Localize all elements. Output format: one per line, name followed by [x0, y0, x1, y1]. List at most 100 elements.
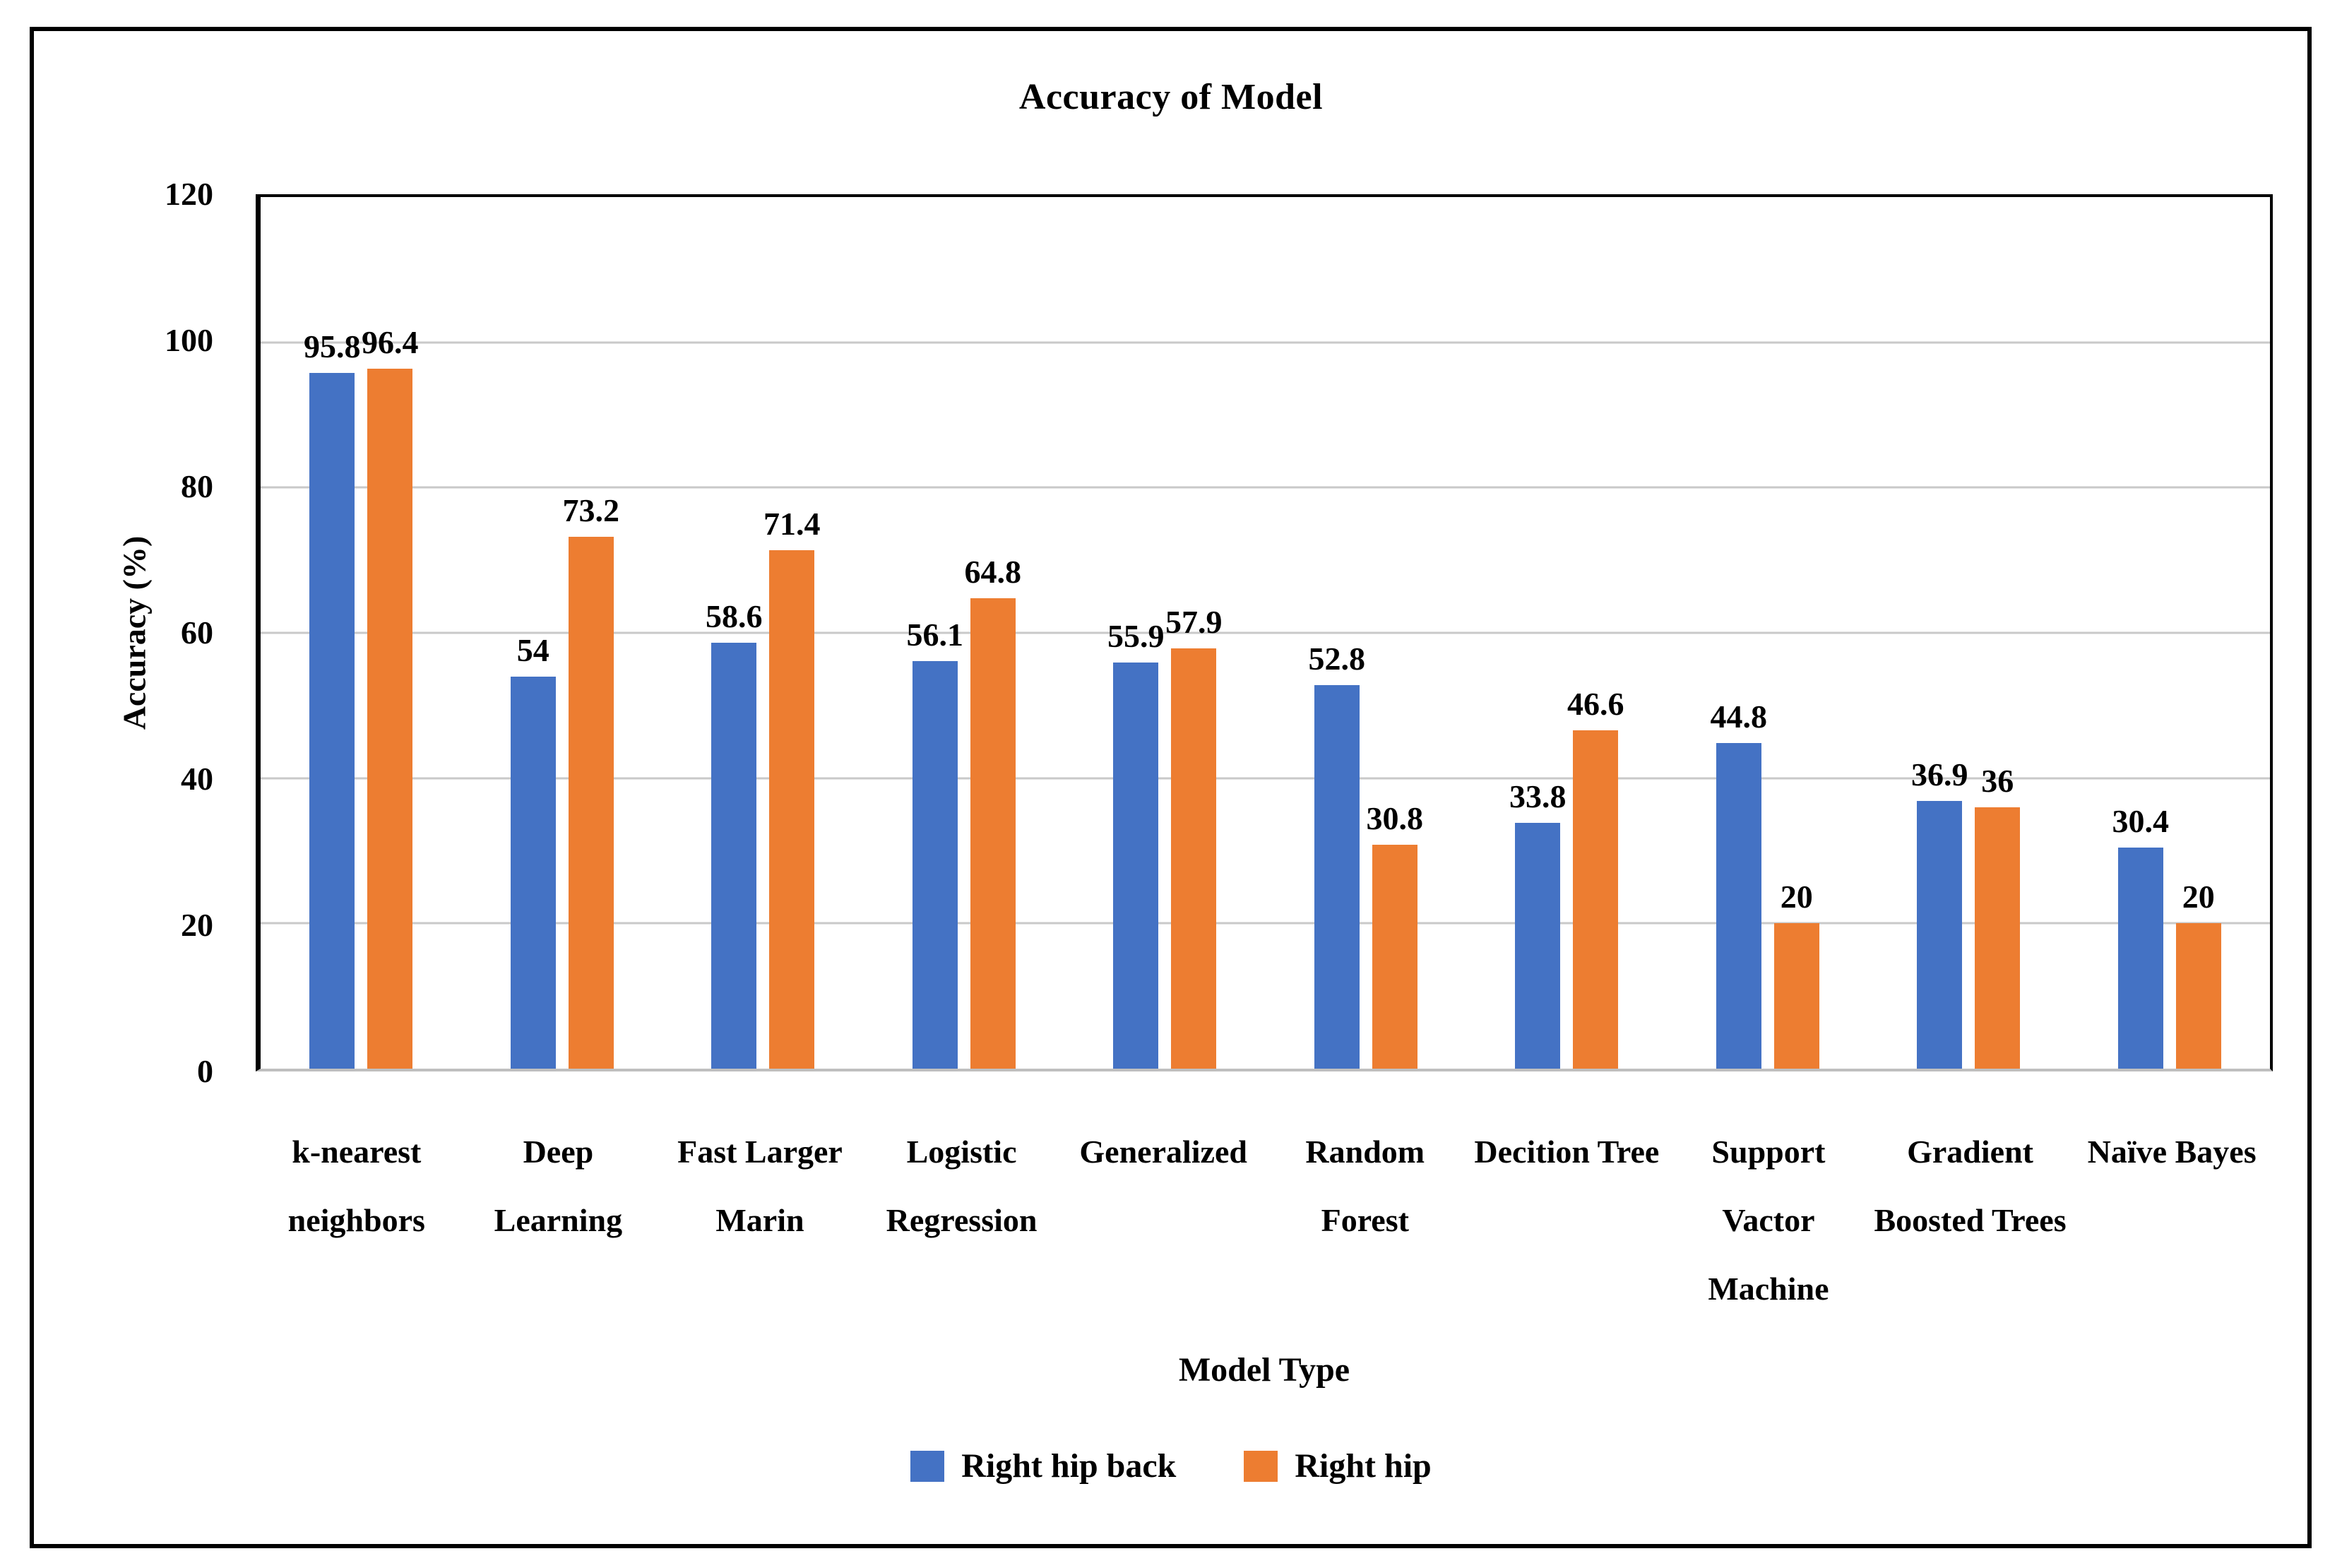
category-slot: 52.8 30.8	[1266, 197, 1467, 1069]
category-slot: 95.8 96.4	[261, 197, 462, 1069]
category-label: Logistic Regression	[861, 1117, 1063, 1323]
category-label-line: Deep	[523, 1134, 594, 1170]
bar-right-hip-back	[510, 676, 556, 1069]
legend-swatch-right-hip	[1244, 1451, 1278, 1482]
bar-right-hip	[1372, 845, 1417, 1069]
y-tick-label: 120	[165, 176, 213, 212]
category-slot: 30.4 20	[2069, 197, 2271, 1069]
bar-right-hip-back	[1314, 685, 1360, 1069]
x-axis-category-labels: k-nearest neighbors Deep Learning Fast Large…	[256, 1117, 2273, 1323]
chart-title: Accuracy of Model	[1018, 77, 1324, 117]
bar-value-label: 33.8	[1509, 778, 1567, 815]
bar-value-label: 46.6	[1567, 685, 1624, 722]
bar-right-hip-back	[711, 643, 757, 1069]
category-label-line: Regression	[886, 1202, 1038, 1238]
x-axis-title: Model Type	[1178, 1351, 1350, 1389]
bar-right-hip-back	[912, 661, 958, 1069]
chart-outer-frame	[30, 27, 2312, 1548]
category-label: k-nearest neighbors	[256, 1117, 458, 1323]
y-tick-label: 100	[165, 322, 213, 358]
bar-value-label: 64.8	[964, 553, 1022, 590]
bar-right-hip	[1573, 730, 1619, 1069]
bar-right-hip	[1773, 923, 1819, 1069]
legend-item-right-hip: Right hip	[1244, 1447, 1432, 1485]
category-slot: 44.8 20	[1668, 197, 1869, 1069]
category-label-line: Generalized	[1079, 1134, 1247, 1170]
category-slot: 55.9 57.9	[1064, 197, 1266, 1069]
bar-right-hip-back	[309, 372, 355, 1069]
category-label-line: Forest	[1321, 1202, 1409, 1238]
bar-right-hip	[1975, 807, 2021, 1069]
bar-value-label: 20	[2182, 879, 2215, 915]
legend-item-right-hip-back: Right hip back	[910, 1449, 1176, 1483]
legend-label: Right hip	[1295, 1447, 1432, 1485]
y-tick-label: 60	[181, 614, 213, 651]
bar-right-hip	[1171, 648, 1217, 1069]
gridline	[261, 777, 2270, 780]
category-label: Naïve Bayes	[2071, 1117, 2273, 1323]
category-label-line: k-nearest	[292, 1134, 422, 1170]
bar-value-label: 44.8	[1710, 699, 1768, 735]
bar-value-label: 96.4	[362, 323, 419, 360]
bar-right-hip	[367, 368, 413, 1069]
bar-right-hip-back	[1917, 800, 1963, 1069]
y-tick-label: 0	[197, 1053, 213, 1089]
bar-right-hip	[970, 598, 1016, 1069]
bar-value-label: 36.9	[1911, 756, 1968, 792]
bar-right-hip	[568, 537, 614, 1069]
category-label: Generalized	[1062, 1117, 1264, 1323]
category-label-line: Machine	[1708, 1271, 1829, 1307]
bar-value-label: 20	[1780, 879, 1813, 915]
bar-right-hip-back	[1716, 743, 1761, 1069]
legend: Right hip back Right hip	[0, 1449, 2342, 1483]
category-slot: 54 73.2	[462, 197, 663, 1069]
category-label: Random Forest	[1264, 1117, 1466, 1323]
y-tick-label: 40	[181, 761, 213, 797]
category-label-line: Logistic	[906, 1134, 1017, 1170]
category-label: Deep Learning	[458, 1117, 660, 1323]
bar-value-label: 71.4	[763, 505, 821, 542]
bar-value-label: 30.8	[1366, 800, 1424, 837]
bar-right-hip	[769, 550, 815, 1069]
bar-value-label: 54	[516, 631, 549, 668]
y-tick-label: 80	[181, 468, 213, 504]
bar-value-label: 58.6	[706, 598, 763, 635]
category-label-line: Marin	[715, 1202, 804, 1238]
category-label-line: Decition Tree	[1474, 1134, 1660, 1170]
category-label: Support Vactor Machine	[1668, 1117, 1870, 1323]
bar-right-hip-back	[1113, 663, 1159, 1069]
gridline	[261, 486, 2270, 489]
category-label: Decition Tree	[1466, 1117, 1668, 1323]
bar-right-hip-back	[1515, 823, 1561, 1069]
bar-value-label: 30.4	[2112, 803, 2170, 840]
category-slot: 33.8 46.6	[1466, 197, 1668, 1069]
category-label-line: neighbors	[287, 1202, 425, 1238]
y-tick-label: 20	[181, 907, 213, 943]
category-slot: 36.9 36	[1868, 197, 2069, 1069]
gridline	[261, 922, 2270, 925]
category-label-line: Random	[1305, 1134, 1425, 1170]
bar-value-label: 73.2	[562, 492, 620, 529]
gridline	[261, 631, 2270, 634]
category-label: Fast Larger Marin	[659, 1117, 861, 1323]
bar-value-label: 36	[1981, 762, 2014, 799]
category-label-line: Learning	[494, 1202, 623, 1238]
category-slot: 56.1 64.8	[864, 197, 1065, 1069]
category-label-line: Gradient	[1907, 1134, 2033, 1170]
legend-label: Right hip back	[961, 1447, 1177, 1485]
category-label-line: Fast Larger	[677, 1134, 843, 1170]
category-label-line: Boosted Trees	[1874, 1202, 2067, 1238]
bar-value-label: 55.9	[1107, 618, 1165, 655]
y-axis-ticks: 0 20 40 60 80 100 120	[0, 178, 213, 1088]
category-label-line: Naïve Bayes	[2087, 1134, 2257, 1170]
bar-value-label: 56.1	[906, 617, 964, 653]
category-label-line: Vactor	[1722, 1202, 1815, 1238]
category-label: Gradient Boosted Trees	[1870, 1117, 2071, 1323]
bar-right-hip-back	[2117, 848, 2163, 1069]
bar-right-hip	[2175, 923, 2221, 1069]
gridline	[261, 341, 2270, 344]
bar-value-label: 57.9	[1165, 603, 1223, 640]
category-label-line: Support	[1711, 1134, 1826, 1170]
bar-value-label: 95.8	[304, 328, 361, 364]
